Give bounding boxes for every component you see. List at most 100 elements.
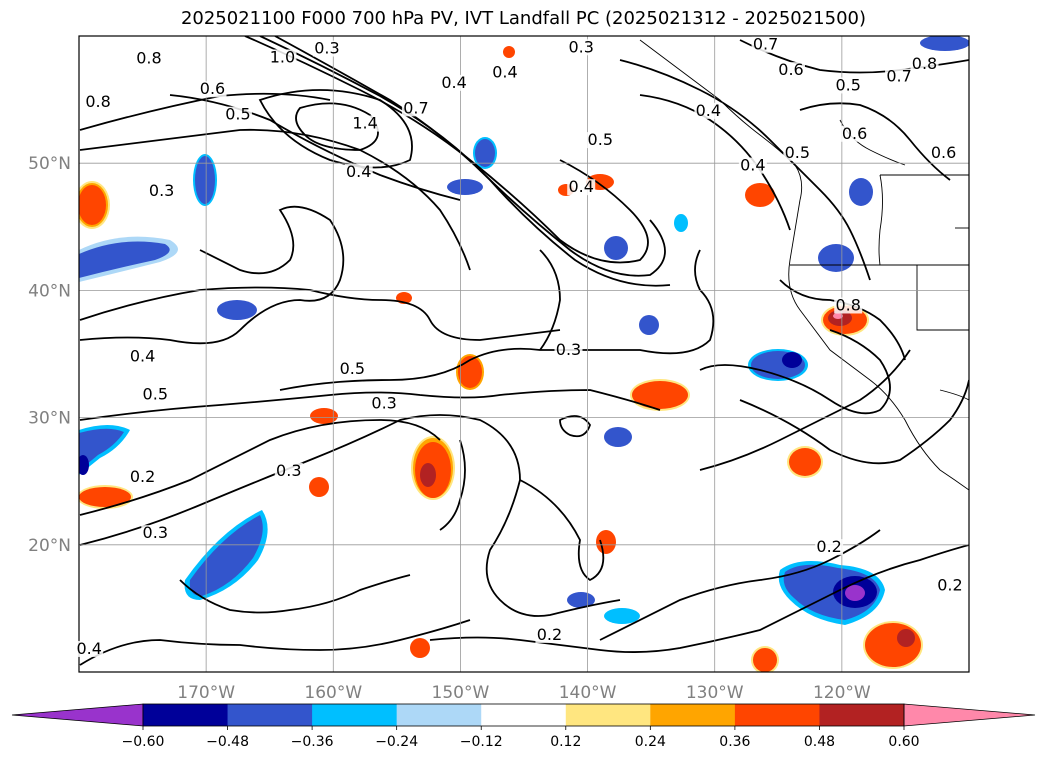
negative-patch [674,214,688,232]
lon-tick-label: 130°W [686,683,744,703]
positive-patch [410,638,430,658]
contour-label: 0.4 [130,346,155,365]
contour-label: 0.5 [835,75,860,94]
contour-label-bg [128,469,157,486]
contour-label-bg [834,77,863,94]
contour-label-bg [223,106,252,123]
negative-patch [920,36,969,51]
colorbar-segment [481,704,567,726]
contour-label-bg [783,144,812,161]
negative-patch [217,300,257,320]
longitude-tick-labels: 170°W 160°W 150°W 140°W 130°W 120°W [177,683,871,703]
contour-label: 0.6 [931,143,956,162]
lon-tick-label: 160°W [304,683,362,703]
contour-label-bg [554,342,583,358]
contour-label-bg [834,297,863,314]
contour-label: 0.5 [340,359,365,378]
contour-label: 0.2 [816,537,841,556]
contour-label: 0.5 [143,385,168,404]
colorbar-tick-label: 0.48 [804,734,835,750]
negative-patch [849,178,873,206]
contour-label: 0.3 [314,39,339,58]
contour-label-bg [312,40,341,57]
contour-label-bg [567,179,596,196]
contour-label: 0.3 [143,523,168,542]
lon-tick-label: 140°W [559,683,617,703]
colorbar-tick-label: −0.36 [291,734,334,750]
positive-patch [751,646,779,672]
colorbar-frame [142,703,905,727]
contour-label: 0.4 [492,63,517,82]
colorbar-segment [143,704,229,726]
contour-label: 0.7 [753,35,778,54]
positive-patch [79,181,110,229]
contour-label-bg [840,125,869,142]
contour-label: 0.4 [568,177,593,196]
contour-label-bg [338,361,367,378]
positive-patch [411,436,455,500]
colorbar-segment [819,704,905,726]
contour-label-bg [738,157,767,174]
contour-label: 1.4 [352,114,377,133]
lon-tick-label: 120°W [813,683,871,703]
colorbar-tick-label: −0.48 [206,734,249,750]
lat-tick-label: 20°N [28,536,71,556]
contour-label-bg [567,39,596,56]
positive-patch [79,485,133,509]
contour-label: 0.3 [276,461,301,480]
contour-label: 0.4 [740,156,765,175]
contour-label: 0.4 [441,73,466,92]
map-title: 2025021100 F000 700 hPa PV, IVT Landfall… [180,8,867,29]
contour-label-bg [751,36,780,53]
contour-label: 0.8 [85,92,110,111]
colorbar [11,703,1036,727]
contour-label: 0.4 [76,639,101,658]
pv-contour-lines [79,36,969,666]
negative-patch [818,244,854,272]
contour-label-bg [910,55,939,72]
contour-label-bg [147,183,176,199]
positive-patch [309,477,329,497]
negative-patch [79,425,130,475]
negative-patch [79,236,178,282]
positive-patch [596,530,616,554]
contour-label-bg [198,81,227,98]
negative-patch [604,427,632,447]
negative-patch [193,154,217,206]
contour-labels: 0.80.81.0 0.30.60.5 1.40.70.40.40.40.30.50… [75,35,964,658]
colorbar-segment [565,704,651,726]
contour-label: 0.4 [346,162,371,181]
negative-patch [604,608,640,624]
negative-patch [473,137,497,169]
contour-label: 1.0 [270,47,295,66]
positive-patch [863,621,923,669]
contour-label-bg [351,115,380,132]
positive-patch [821,304,869,336]
contour-label: 0.7 [886,67,911,86]
contour-label: 0.6 [200,79,225,98]
contour-label: 0.7 [403,98,428,117]
contour-label: 0.6 [778,60,803,79]
negative-patch [184,510,268,600]
negative-patch [778,561,885,625]
contour-label: 0.2 [937,575,962,594]
colorbar-tick-label: −0.60 [122,734,165,750]
colorbar-segment [650,704,736,726]
contour-label-bg [401,100,430,117]
contour-label-bg [268,49,297,66]
lon-tick-label: 150°W [432,683,490,703]
ivt-filled-contours [79,36,969,672]
colorbar-tick-labels: −0.60 −0.48 −0.36 −0.24 −0.12 0.12 0.24 0.36 0.4… [122,726,920,750]
colorbar-extend-left [11,703,144,727]
colorbar-tick-label: −0.24 [375,734,418,750]
contour-label-bg [84,93,113,110]
contour-label-bg [885,68,914,85]
contour-label-bg [586,132,615,149]
contour-label-bg [935,577,964,594]
positive-patch [310,408,338,424]
contour-label: 0.3 [149,181,174,200]
positive-patch [745,183,775,207]
positive-patch [787,446,823,478]
negative-patch [748,349,808,381]
